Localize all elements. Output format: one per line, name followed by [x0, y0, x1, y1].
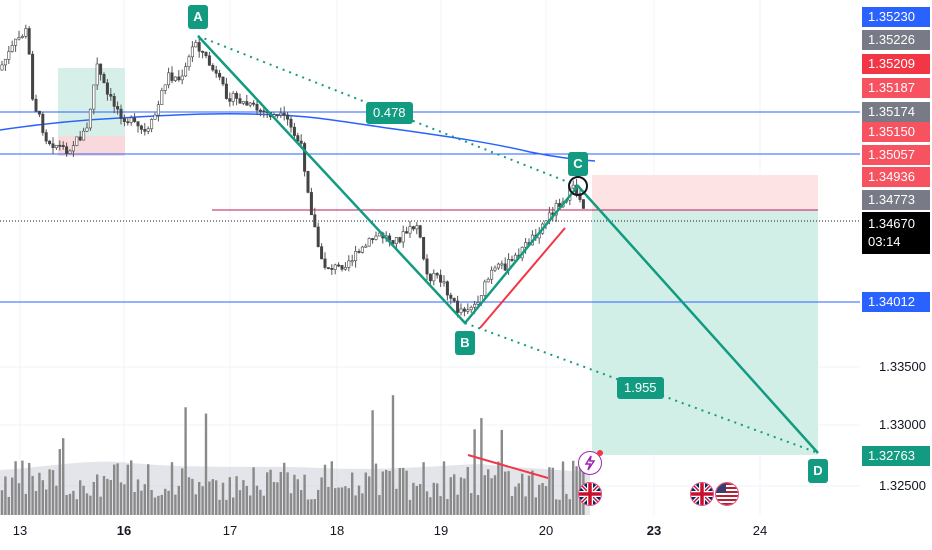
- ratio-ac-label[interactable]: 0.478: [366, 102, 413, 124]
- date-label: 24: [752, 523, 768, 538]
- short-stop-zone[interactable]: [592, 175, 818, 210]
- short-target-zone[interactable]: [592, 210, 818, 455]
- date-label: 20: [538, 523, 554, 538]
- countdown-timer: 03:14: [868, 234, 901, 249]
- current-price-value: 1.34670: [868, 216, 915, 231]
- moving-average-line: [0, 112, 596, 162]
- time-axis-bg: [0, 515, 932, 550]
- price-label-7: 1.35057: [862, 145, 930, 165]
- price-tick-3: 1.32500: [879, 478, 926, 493]
- trend-line-red[interactable]: [479, 227, 566, 329]
- price-label-4: 1.35187: [862, 78, 930, 98]
- price-label-11: 1.34012: [862, 292, 930, 312]
- volume-bars: [0, 395, 585, 515]
- date-label: 19: [433, 523, 449, 538]
- date-label: 18: [329, 523, 345, 538]
- price-label-12: 1.32763: [862, 446, 930, 466]
- price-label-2: 1.35226: [862, 30, 930, 50]
- price-label-8: 1.34936: [862, 167, 930, 187]
- uk-flag-icon[interactable]: [690, 482, 714, 506]
- date-label: 16: [116, 523, 132, 538]
- point-d-label[interactable]: D: [808, 459, 828, 483]
- lightning-icon[interactable]: [578, 450, 603, 475]
- date-label: 17: [222, 523, 238, 538]
- date-label: 13: [12, 523, 28, 538]
- c-point-marker[interactable]: [568, 176, 588, 196]
- price-label-1: 1.35230: [862, 7, 930, 27]
- point-b-label[interactable]: B: [455, 331, 475, 355]
- us-flag-icon[interactable]: [715, 482, 739, 506]
- price-label-5: 1.35174: [862, 102, 930, 122]
- uk-flag-icon[interactable]: [578, 482, 602, 506]
- volume-divergence-line[interactable]: [467, 454, 549, 479]
- price-label-9: 1.34773: [862, 190, 930, 210]
- price-label-3: 1.35209: [862, 54, 930, 74]
- ratio-bd-label[interactable]: 1.955: [617, 377, 664, 399]
- date-label: 23: [646, 523, 662, 538]
- point-a-label[interactable]: A: [188, 5, 208, 29]
- pattern-legs[interactable]: [197, 35, 819, 454]
- current-price-badge: 1.34670 03:14: [862, 212, 930, 254]
- price-tick-1: 1.33500: [879, 359, 926, 374]
- point-c-label[interactable]: C: [568, 152, 588, 176]
- price-label-6: 1.35150: [862, 122, 930, 142]
- price-tick-2: 1.33000: [879, 417, 926, 432]
